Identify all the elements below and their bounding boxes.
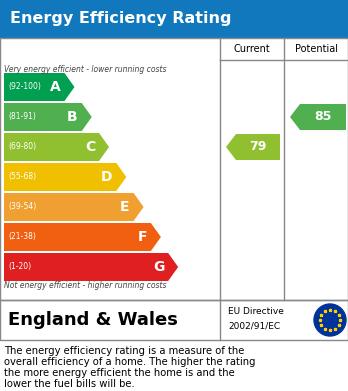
Text: E: E (120, 200, 129, 214)
Text: 85: 85 (314, 111, 332, 124)
Text: C: C (85, 140, 95, 154)
Polygon shape (4, 223, 161, 251)
Bar (0, 300, 348, 340)
Polygon shape (290, 104, 346, 130)
Text: lower the fuel bills will be.: lower the fuel bills will be. (4, 379, 135, 389)
Text: Very energy efficient - lower running costs: Very energy efficient - lower running co… (4, 65, 166, 74)
Text: Potential: Potential (294, 44, 338, 54)
Text: B: B (67, 110, 78, 124)
Text: A: A (50, 80, 61, 94)
Text: 2002/91/EC: 2002/91/EC (228, 321, 280, 330)
Text: D: D (101, 170, 112, 184)
Text: G: G (153, 260, 164, 274)
Polygon shape (4, 163, 126, 191)
Text: (1-20): (1-20) (8, 262, 31, 271)
Text: overall efficiency of a home. The higher the rating: overall efficiency of a home. The higher… (4, 357, 255, 367)
Text: Not energy efficient - higher running costs: Not energy efficient - higher running co… (4, 281, 166, 290)
Text: (21-38): (21-38) (8, 233, 36, 242)
Polygon shape (4, 133, 109, 161)
Polygon shape (4, 253, 178, 281)
Text: (69-80): (69-80) (8, 142, 36, 151)
Bar (0, 38, 348, 300)
Text: England & Wales: England & Wales (8, 311, 178, 329)
Text: Energy Efficiency Rating: Energy Efficiency Rating (10, 11, 231, 27)
Bar (0, 0, 348, 38)
Text: 79: 79 (249, 140, 267, 154)
Text: the more energy efficient the home is and the: the more energy efficient the home is an… (4, 368, 235, 378)
Text: Current: Current (234, 44, 270, 54)
Text: EU Directive: EU Directive (228, 307, 284, 316)
Polygon shape (4, 73, 74, 101)
Polygon shape (4, 193, 144, 221)
Text: (55-68): (55-68) (8, 172, 36, 181)
Polygon shape (4, 103, 92, 131)
Text: The energy efficiency rating is a measure of the: The energy efficiency rating is a measur… (4, 346, 244, 356)
Circle shape (314, 304, 346, 336)
Polygon shape (226, 134, 280, 160)
Text: (81-91): (81-91) (8, 113, 36, 122)
Text: (92-100): (92-100) (8, 83, 41, 91)
Text: F: F (137, 230, 147, 244)
Text: (39-54): (39-54) (8, 203, 36, 212)
